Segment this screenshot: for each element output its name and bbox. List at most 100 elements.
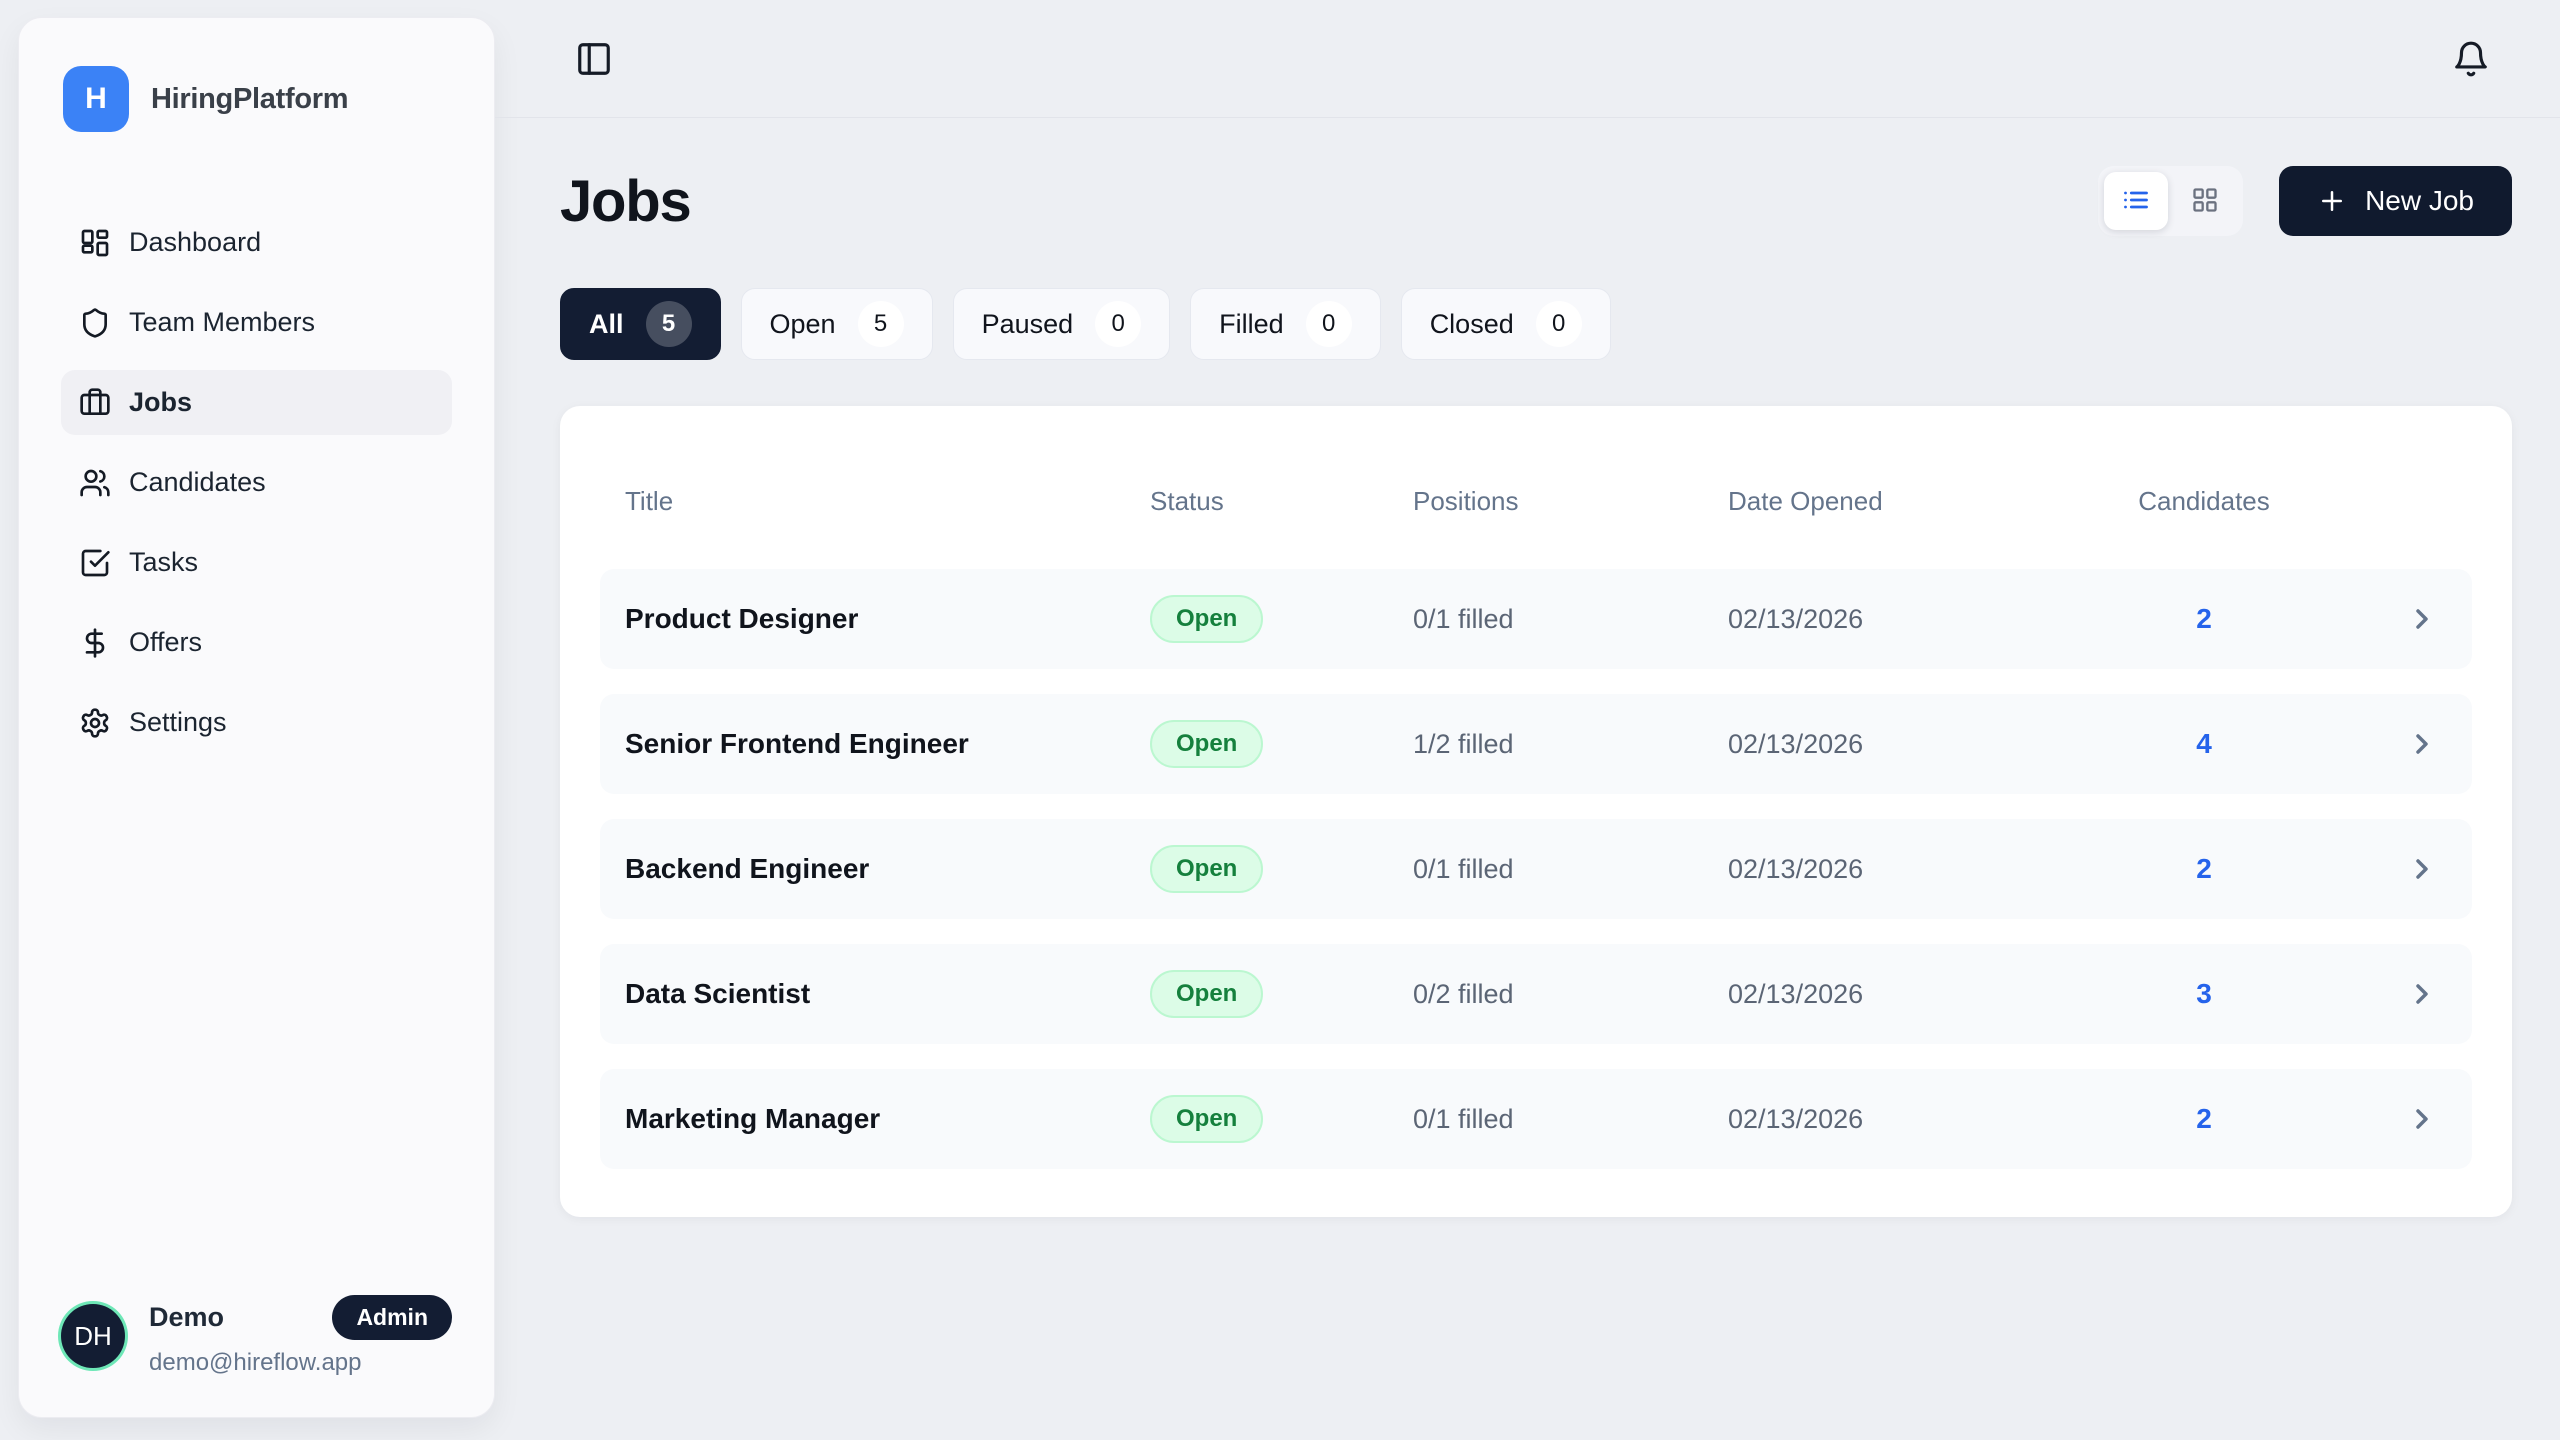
- chevron-right-icon: [2406, 978, 2438, 1010]
- sidebar-item-label: Team Members: [129, 307, 316, 337]
- avatar: DH: [61, 1304, 125, 1368]
- user-name: Demo: [149, 1302, 225, 1332]
- date-opened-cell: 02/13/2026: [1728, 853, 1864, 884]
- job-title: Product Designer: [625, 603, 859, 634]
- table-body: Product Designer Open 0/1 filled 02/13/2…: [600, 569, 2472, 1169]
- filter-label: Filled: [1219, 308, 1284, 339]
- users-icon: [79, 467, 111, 499]
- page-content: Jobs: [495, 118, 2560, 1217]
- filter-count-badge: 5: [857, 301, 904, 347]
- column-header-candidates: Candidates: [2138, 486, 2270, 516]
- status-badge: Open: [1150, 845, 1264, 893]
- status-cell: Open: [1150, 845, 1413, 893]
- filter-label: Closed: [1429, 308, 1514, 339]
- filter-tab-filled[interactable]: Filled 0: [1190, 288, 1381, 360]
- list-icon: [2122, 186, 2150, 217]
- status-badge: Open: [1150, 1095, 1264, 1143]
- filter-tab-closed[interactable]: Closed 0: [1400, 288, 1611, 360]
- candidates-count[interactable]: 2: [2196, 603, 2212, 634]
- new-job-button[interactable]: New Job: [2279, 166, 2512, 236]
- filter-tab-all[interactable]: All 5: [560, 288, 721, 360]
- filter-tab-open[interactable]: Open 5: [740, 288, 933, 360]
- grid-view-button[interactable]: [2173, 172, 2237, 230]
- topbar: [495, 0, 2560, 118]
- job-title: Marketing Manager: [625, 1103, 881, 1134]
- job-title: Senior Frontend Engineer: [625, 728, 969, 759]
- date-opened-cell: 02/13/2026: [1728, 1103, 1864, 1134]
- positions-cell: 0/1 filled: [1413, 1103, 1514, 1134]
- sidebar-item-label: Candidates: [129, 467, 266, 497]
- dollar-icon: [79, 627, 111, 659]
- header-controls: New Job: [2098, 166, 2512, 236]
- sidebar-item-dashboard[interactable]: Dashboard: [61, 210, 452, 275]
- gear-icon: [79, 707, 111, 739]
- shield-icon: [79, 307, 111, 339]
- candidates-count[interactable]: 2: [2196, 1103, 2212, 1134]
- filter-tabs: All 5 Open 5 Paused 0 Filled 0 Closed 0: [560, 288, 2512, 360]
- user-info: Demo Admin demo@hireflow.app: [149, 1295, 452, 1377]
- status-cell: Open: [1150, 595, 1413, 643]
- chevron-right-icon: [2406, 853, 2438, 885]
- sidebar-item-team-members[interactable]: Team Members: [61, 290, 452, 355]
- sidebar-nav: Dashboard Team Members Jobs Candidates T…: [61, 210, 452, 755]
- view-toggle: [2098, 166, 2244, 236]
- sidebar-item-candidates[interactable]: Candidates: [61, 450, 452, 515]
- panel-left-icon: [575, 40, 613, 78]
- positions-cell: 0/1 filled: [1413, 603, 1514, 634]
- positions-cell: 0/1 filled: [1413, 853, 1514, 884]
- user-card[interactable]: DH Demo Admin demo@hireflow.app: [61, 1295, 452, 1377]
- filter-count-badge: 0: [1305, 301, 1352, 347]
- sidebar-item-jobs[interactable]: Jobs: [61, 370, 452, 435]
- jobs-table-card: Title Status Positions Date Opened Candidate…: [560, 406, 2512, 1217]
- status-badge: Open: [1150, 970, 1264, 1018]
- sidebar-item-offers[interactable]: Offers: [61, 610, 452, 675]
- positions-cell: 0/2 filled: [1413, 978, 1514, 1009]
- table-row[interactable]: Product Designer Open 0/1 filled 02/13/2…: [600, 569, 2472, 669]
- table-row[interactable]: Backend Engineer Open 0/1 filled 02/13/2…: [600, 819, 2472, 919]
- page-title: Jobs: [560, 168, 692, 234]
- brand-logo: H: [63, 66, 129, 132]
- grid-icon: [2191, 186, 2219, 217]
- main-area: Jobs: [495, 0, 2560, 1440]
- candidates-count[interactable]: 4: [2196, 728, 2212, 759]
- sidebar: H HiringPlatform Dashboard Team Members …: [18, 17, 495, 1418]
- check-square-icon: [79, 547, 111, 579]
- sidebar-item-settings[interactable]: Settings: [61, 690, 452, 755]
- column-header-title: Title: [625, 486, 674, 516]
- sidebar-item-label: Offers: [129, 627, 203, 657]
- chevron-right-icon: [2406, 1103, 2438, 1135]
- status-badge: Open: [1150, 595, 1264, 643]
- sidebar-toggle-button[interactable]: [575, 40, 613, 78]
- candidates-count[interactable]: 2: [2196, 853, 2212, 884]
- bell-icon: [2452, 40, 2490, 78]
- notifications-button[interactable]: [2452, 40, 2490, 78]
- brand-name: HiringPlatform: [151, 82, 349, 115]
- dashboard-icon: [79, 227, 111, 259]
- filter-tab-paused[interactable]: Paused 0: [952, 288, 1171, 360]
- job-title: Backend Engineer: [625, 853, 870, 884]
- status-cell: Open: [1150, 970, 1413, 1018]
- status-cell: Open: [1150, 720, 1413, 768]
- sidebar-item-label: Dashboard: [129, 227, 262, 257]
- positions-cell: 1/2 filled: [1413, 728, 1514, 759]
- table-row[interactable]: Data Scientist Open 0/2 filled 02/13/202…: [600, 944, 2472, 1044]
- sidebar-item-tasks[interactable]: Tasks: [61, 530, 452, 595]
- list-view-button[interactable]: [2104, 172, 2169, 230]
- filter-count-badge: 0: [1535, 301, 1582, 347]
- date-opened-cell: 02/13/2026: [1728, 728, 1864, 759]
- role-badge: Admin: [332, 1295, 452, 1340]
- user-email: demo@hireflow.app: [149, 1349, 362, 1376]
- sidebar-item-label: Settings: [129, 707, 227, 737]
- filter-count-badge: 5: [645, 301, 692, 347]
- column-header-positions: Positions: [1413, 486, 1519, 516]
- chevron-right-icon: [2406, 603, 2438, 635]
- candidates-count[interactable]: 3: [2196, 978, 2212, 1009]
- new-job-label: New Job: [2365, 185, 2474, 216]
- status-badge: Open: [1150, 720, 1264, 768]
- filter-label: Open: [769, 308, 836, 339]
- table-row[interactable]: Senior Frontend Engineer Open 1/2 filled…: [600, 694, 2472, 794]
- table-header: Title Status Positions Date Opened Candidate…: [600, 434, 2472, 569]
- table-row[interactable]: Marketing Manager Open 0/1 filled 02/13/…: [600, 1069, 2472, 1169]
- brand: H HiringPlatform: [61, 66, 452, 132]
